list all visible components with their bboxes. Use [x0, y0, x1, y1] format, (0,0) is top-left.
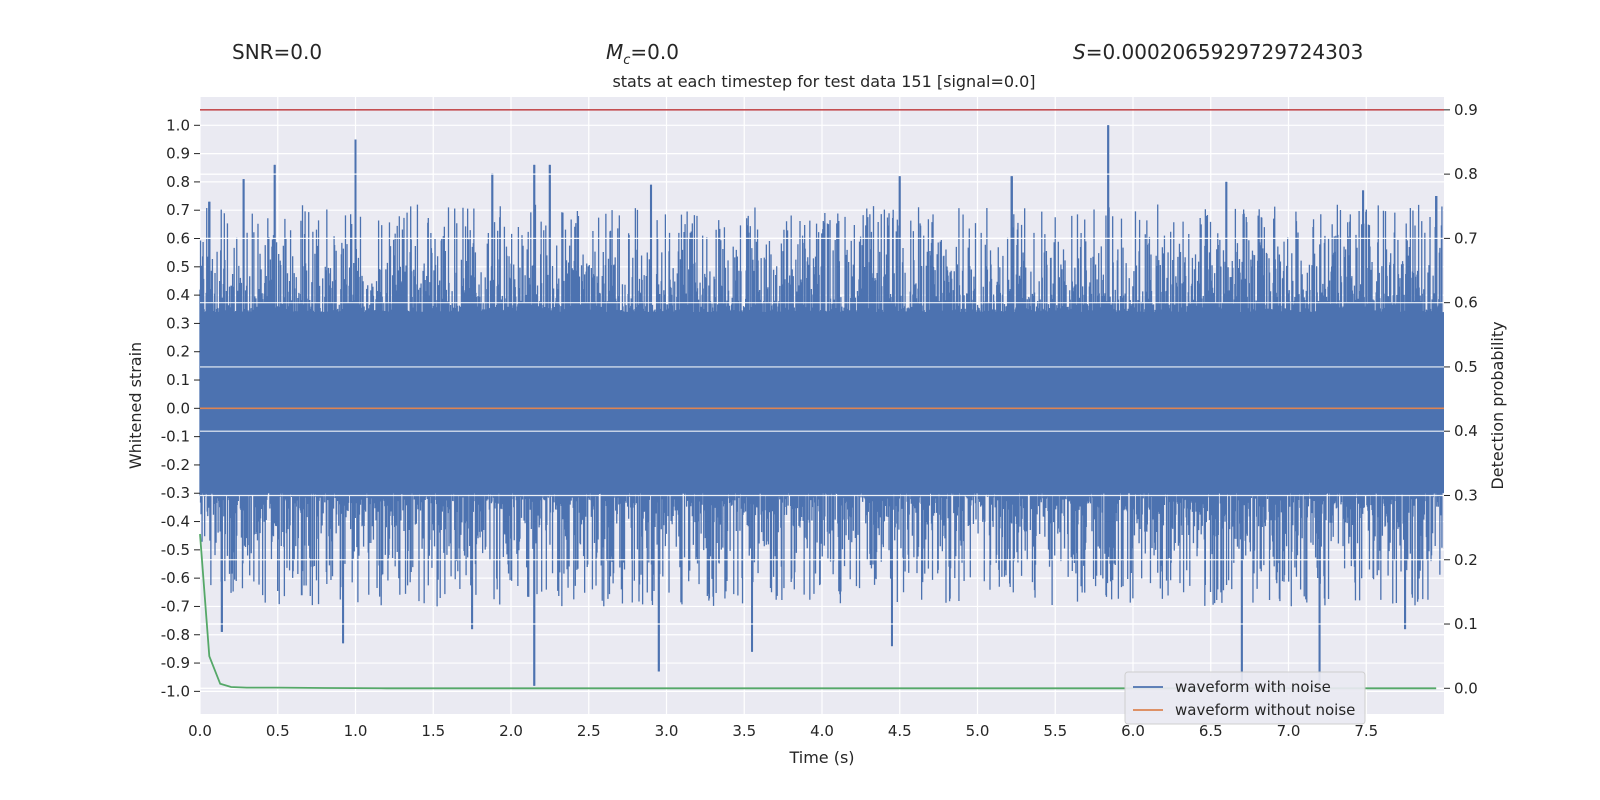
y-right-tick-label: 0.3 [1454, 486, 1478, 504]
y-tick-label: 0.5 [166, 258, 190, 276]
y-tick-label: -0.3 [161, 484, 190, 502]
x-tick-label: 4.0 [810, 722, 834, 740]
y-tick-label: 0.6 [166, 230, 190, 248]
y-right-axis-label: Detection probability [1488, 321, 1507, 489]
y-tick-label: -0.7 [161, 597, 190, 615]
x-tick-label: 7.5 [1354, 722, 1378, 740]
y-right-tick-label: 0.5 [1454, 358, 1478, 376]
x-tick-label: 7.0 [1277, 722, 1301, 740]
y-tick-label: -0.9 [161, 654, 190, 672]
y-tick-label: -0.1 [161, 428, 190, 446]
s-symbol: S [1073, 40, 1086, 64]
y-right-tick-label: 0.7 [1454, 229, 1478, 247]
x-tick-label: 2.0 [499, 722, 523, 740]
chirp-mass-value: =0.0 [630, 40, 679, 64]
y-right-tick-label: 0.9 [1454, 101, 1478, 119]
x-tick-label: 4.5 [888, 722, 912, 740]
legend-box [1124, 671, 1366, 725]
x-tick-label: 0.5 [266, 722, 290, 740]
y-right-tick-label: 0.2 [1454, 551, 1478, 569]
y-tick-label: -0.4 [161, 513, 190, 531]
noise-waveform-band [200, 312, 1444, 494]
y-axis-label: Whitened strain [126, 342, 145, 469]
x-tick-label: 1.5 [421, 722, 445, 740]
y-tick-label: 0.4 [166, 286, 190, 304]
y-tick-label: -0.5 [161, 541, 190, 559]
y-right-tick-label: 0.4 [1454, 422, 1478, 440]
x-axis-label: Time (s) [788, 748, 854, 767]
y-tick-label: 0.3 [166, 314, 190, 332]
x-tick-label: 0.0 [188, 722, 212, 740]
y-tick-label: 0.2 [166, 343, 190, 361]
x-tick-label: 3.5 [732, 722, 756, 740]
y-tick-label: -0.2 [161, 456, 190, 474]
y-right-tick-label: 0.8 [1454, 165, 1478, 183]
x-tick-label: 1.0 [344, 722, 368, 740]
y-tick-label: -0.6 [161, 569, 190, 587]
legend-entry-label: waveform without noise [1175, 701, 1355, 719]
chirp-mass-subscript: c [623, 53, 631, 68]
y-tick-label: 0.1 [166, 371, 190, 389]
y-tick-label: -0.8 [161, 626, 190, 644]
detection-probability-line [199, 533, 1437, 690]
y-tick-label: 0.0 [166, 399, 190, 417]
y-right-tick-label: 0.1 [1454, 615, 1478, 633]
chirp-mass-symbol: M [606, 40, 624, 64]
s-value: =0.0002065929729724303 [1085, 40, 1364, 64]
y-tick-label: 0.7 [166, 201, 190, 219]
x-tick-label: 5.0 [966, 722, 990, 740]
x-tick-label: 6.5 [1199, 722, 1223, 740]
snr-label: SNR=0.0 [232, 40, 323, 64]
y-tick-label: 1.0 [166, 116, 190, 134]
y-right-tick-label: 0.6 [1454, 294, 1478, 312]
y-tick-label: 0.8 [166, 173, 190, 191]
legend-entry-label: waveform with noise [1175, 678, 1331, 696]
x-tick-label: 6.0 [1121, 722, 1145, 740]
x-tick-label: 2.5 [577, 722, 601, 740]
y-right-tick-label: 0.0 [1454, 679, 1478, 697]
x-tick-label: 5.5 [1043, 722, 1067, 740]
x-tick-label: 3.0 [655, 722, 679, 740]
y-tick-label: -1.0 [161, 682, 190, 700]
y-tick-label: 0.9 [166, 145, 190, 163]
plot-title: stats at each timestep for test data 151… [612, 72, 1036, 91]
chirp-mass-label: Mc=0.0 [606, 40, 679, 68]
s-statistic-label: S=0.0002065929729724303 [1073, 40, 1363, 64]
